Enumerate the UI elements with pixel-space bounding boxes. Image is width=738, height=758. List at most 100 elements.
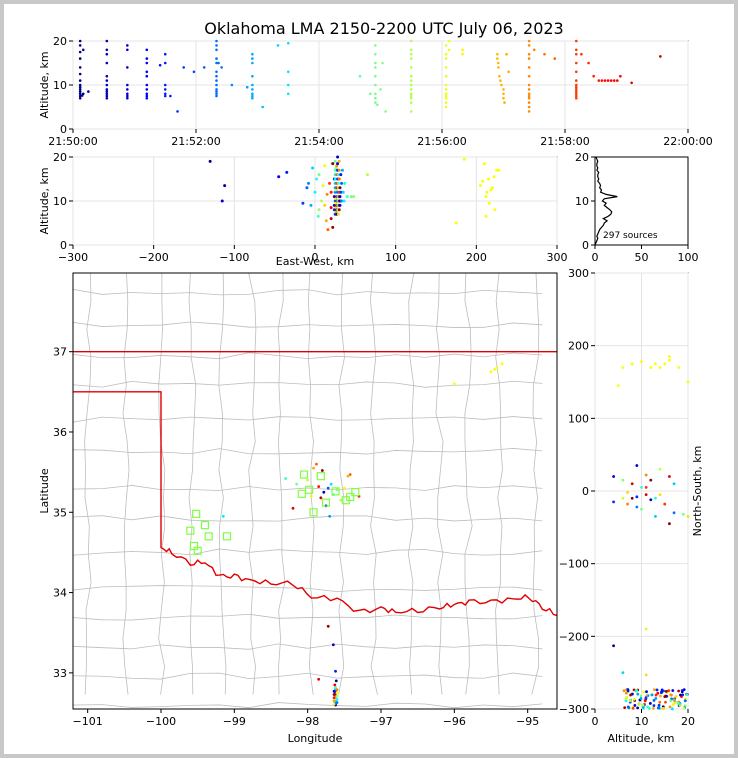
ew-altitude-point [482, 162, 486, 166]
ew-altitude-point [340, 199, 344, 203]
lma-station [193, 546, 202, 555]
altitude-northsouth-cluster-point [683, 699, 687, 703]
county-line [248, 272, 257, 695]
time-altitude-point [527, 66, 531, 69]
time-altitude-point [217, 61, 220, 65]
altitude-northsouth-cluster-point [639, 697, 643, 700]
altitude-northsouth-cluster-point [671, 703, 675, 706]
time-altitude-point [574, 39, 578, 43]
time-altitude-point [126, 44, 129, 47]
time-altitude-point [574, 92, 578, 96]
altitude-northsouth-point [640, 485, 643, 489]
ew-altitude-point [336, 173, 340, 177]
histogram-ytick-label: 10 [575, 195, 589, 208]
altitude-northsouth-cluster-point [663, 695, 667, 699]
time-altitude-point [587, 61, 590, 65]
county-line [158, 272, 166, 695]
altitude-northsouth-cluster-point [637, 703, 641, 706]
time-altitude-point [145, 74, 149, 78]
time-altitude-point [444, 101, 448, 104]
source-count: 297 sources [603, 231, 658, 241]
county-line [72, 380, 543, 388]
time-altitude-point [374, 52, 377, 56]
county-line [72, 548, 543, 556]
time-altitude-point [527, 105, 531, 109]
plan-view-xtick-label: −100 [146, 715, 176, 728]
altitude-northsouth-point [649, 498, 653, 502]
time-altitude-point [251, 96, 254, 100]
ew-altitude-point [338, 186, 342, 190]
ew-altitude-point [317, 208, 321, 212]
time-altitude-point [163, 61, 167, 65]
plan-view-ytick-label: 34 [53, 587, 67, 600]
time-altitude-point [574, 52, 578, 56]
time-altitude-point [215, 39, 218, 43]
time-altitude-point [630, 81, 633, 85]
plan-view-point [493, 367, 497, 371]
altitude-northsouth-cluster-point [658, 694, 662, 698]
time-altitude-point [105, 90, 109, 93]
altitude-northsouth-cluster-point [648, 702, 652, 705]
altitude-northsouth-cluster-point [624, 691, 628, 695]
ew-altitude-point [339, 190, 343, 194]
time-altitude-point [202, 66, 206, 69]
time-altitude-point [609, 79, 613, 82]
time-altitude-point [78, 90, 82, 93]
ew-altitude-point [352, 195, 356, 199]
time-altitude-point [409, 52, 413, 56]
plan-view-point [319, 496, 323, 500]
time-altitude-point [78, 50, 82, 54]
ew-altitude-point [331, 162, 335, 166]
ew-altitude-point [317, 173, 321, 177]
time-altitude-point [592, 74, 595, 78]
altitude-northsouth-point [658, 467, 662, 471]
county-line [407, 272, 415, 695]
ew-altitude-point [333, 177, 337, 181]
time-altitude-point [215, 57, 218, 60]
plan-view-point [326, 624, 330, 628]
county-line [72, 288, 543, 296]
altitude-northsouth-cluster-point [648, 707, 651, 710]
ew-altitude-point [336, 162, 340, 166]
ew-altitude-xtick-label: −100 [219, 251, 249, 264]
histogram-xtick-label: 50 [635, 251, 649, 264]
time-altitude-point [461, 52, 464, 56]
time-altitude-xtick-label: 21:56:00 [417, 135, 466, 148]
time-altitude-point [461, 48, 464, 52]
altitude-northsouth-cluster-point [636, 706, 640, 710]
time-altitude-point [182, 66, 185, 69]
time-altitude-point [105, 74, 109, 78]
plan-view-point [346, 474, 350, 478]
time-altitude-point [527, 83, 531, 87]
time-altitude-xtick-label: 21:50:00 [48, 135, 97, 148]
time-altitude-point [527, 110, 531, 113]
histogram-ytick-label: 20 [575, 151, 589, 164]
time-altitude-point [105, 48, 109, 52]
time-altitude-point [527, 74, 531, 78]
altitude-northsouth-point [668, 358, 671, 362]
time-altitude-point [251, 57, 254, 60]
time-altitude-point [78, 92, 82, 96]
ew-altitude-point [490, 186, 494, 190]
altitude-northsouth-point [630, 482, 634, 486]
time-altitude-point [215, 44, 218, 47]
time-altitude-point [527, 52, 531, 56]
plan-view-panel: −101 −100 −99 −98 −97 −96 −95 33 34 35 36 37 Latitu… [38, 272, 558, 745]
time-altitude-point [105, 83, 109, 87]
ew-altitude-point [345, 195, 349, 199]
time-altitude-point [215, 94, 218, 98]
time-altitude-point [444, 52, 448, 56]
plan-view-point [284, 477, 288, 480]
altitude-northsouth-xlabel: Altitude, km [607, 732, 674, 745]
lma-station [222, 532, 232, 541]
time-altitude-point [527, 39, 531, 43]
time-altitude-point [502, 96, 505, 100]
lma-station [331, 487, 340, 496]
time-altitude-point [286, 70, 290, 74]
altitude-northsouth-point [621, 366, 625, 369]
time-altitude-ytick-label: 20 [53, 35, 67, 48]
time-altitude-point [158, 63, 162, 67]
county-lines [72, 272, 557, 709]
time-altitude-point [215, 83, 218, 87]
altitude-northsouth-point [644, 473, 648, 477]
